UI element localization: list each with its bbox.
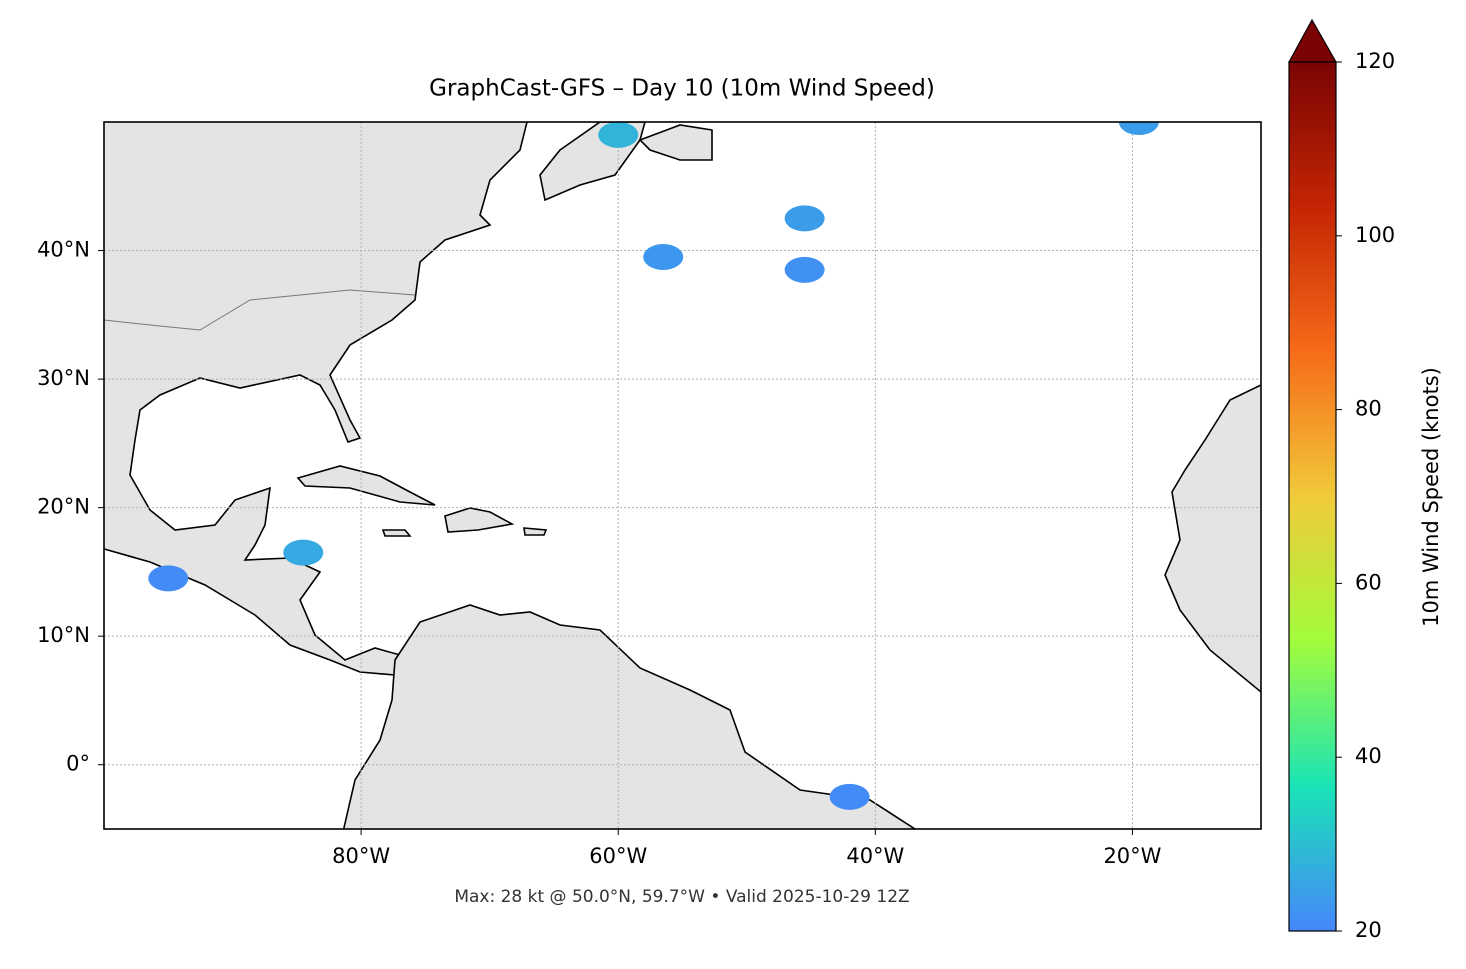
x-tick-label: 40°W (846, 844, 904, 868)
colorbar (1288, 61, 1337, 932)
south-america (342, 604, 916, 829)
colorbar-label: 10m Wind Speed (knots) (1419, 367, 1443, 627)
y-tick-label: 0° (66, 752, 90, 776)
wind-patch (784, 256, 825, 283)
colorbar-tick-label: 40 (1355, 744, 1382, 768)
jamaica (381, 529, 412, 537)
y-tick-label: 20°N (37, 495, 90, 519)
wind-patch (148, 565, 189, 592)
y-tick-label: 10°N (37, 623, 90, 647)
colorbar-tick-label: 100 (1355, 223, 1395, 247)
x-tick-label: 80°W (332, 844, 390, 868)
wind-patch (1118, 122, 1159, 135)
colorbar-tick-label: 60 (1355, 570, 1382, 594)
y-tick-label: 30°N (37, 366, 90, 390)
wind-patch (643, 243, 684, 270)
colorbar-tick-label: 120 (1355, 49, 1395, 73)
map-title: GraphCast-GFS – Day 10 (10m Wind Speed) (429, 76, 935, 102)
labrador-coast (638, 124, 713, 161)
map-area (104, 122, 1261, 829)
colorbar-tick-label: 20 (1355, 918, 1382, 942)
y-tick-label: 40°N (37, 238, 90, 262)
state-borders (104, 289, 416, 331)
wind-patch (598, 122, 639, 148)
wind-patch (784, 205, 825, 232)
wind-patch (829, 783, 870, 810)
colorbar-tick-label: 80 (1355, 397, 1382, 421)
colorbar-extension (1287, 18, 1338, 63)
x-tick-label: 20°W (1103, 844, 1161, 868)
africa (1164, 384, 1261, 693)
caption: Max: 28 kt @ 50.0°N, 59.7°W • Valid 2025… (454, 887, 909, 907)
x-tick-label: 60°W (589, 844, 647, 868)
north-america (104, 122, 528, 676)
map-frame (103, 121, 1262, 830)
puerto-rico (523, 527, 548, 536)
cuba (296, 465, 436, 506)
wind-patch (283, 539, 324, 566)
